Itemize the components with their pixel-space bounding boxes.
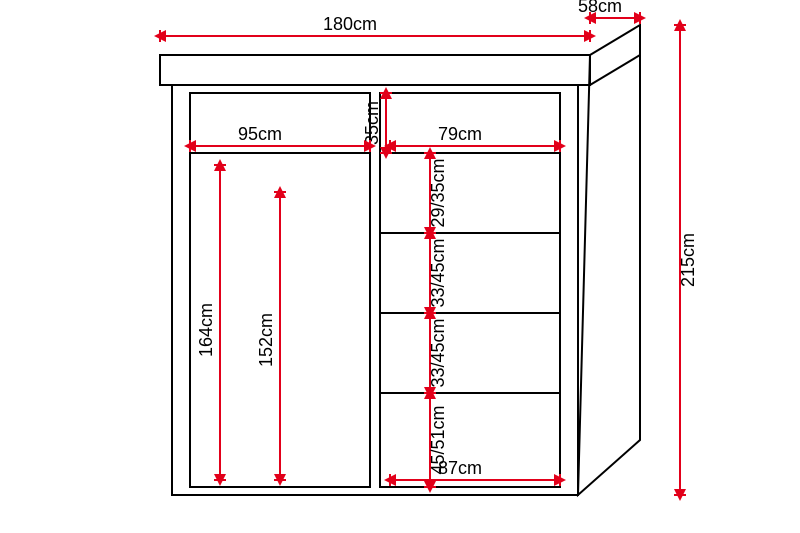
- dim-rail-164: 164cm: [196, 303, 216, 357]
- dim-left-width: 95cm: [238, 124, 282, 144]
- dim-top-shelf-h: 35cm: [362, 101, 382, 145]
- dim-bottom-width: 87cm: [438, 458, 482, 478]
- dimensions: 180cm 58cm 215cm 35cm 95cm 79cm 29/35cm 33/45cm…: [160, 0, 698, 495]
- dim-right-gap-1: 29/35cm: [428, 158, 448, 227]
- dim-depth: 58cm: [578, 0, 622, 16]
- dim-rail-152: 152cm: [256, 313, 276, 367]
- dim-right-gap-2: 33/45cm: [428, 238, 448, 307]
- dim-width-total: 180cm: [323, 14, 377, 34]
- cabinet-outline: [160, 25, 640, 495]
- dim-right-gap-3: 33/45cm: [428, 318, 448, 387]
- dim-right-width: 79cm: [438, 124, 482, 144]
- dim-height-total: 215cm: [678, 233, 698, 287]
